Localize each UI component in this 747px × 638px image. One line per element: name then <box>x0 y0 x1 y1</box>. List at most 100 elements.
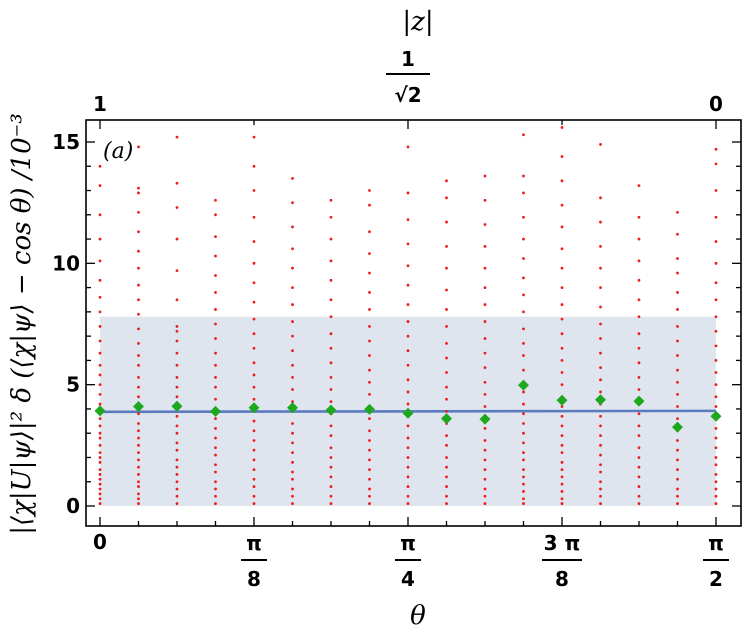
sample-point <box>560 317 564 321</box>
sample-point <box>445 475 448 479</box>
sample-point <box>599 220 602 224</box>
panel-label: (a) <box>103 139 133 164</box>
sample-point <box>522 497 525 501</box>
x-tick-label: π <box>400 531 416 555</box>
sample-point <box>98 497 102 501</box>
sample-point <box>291 266 294 270</box>
sample-point <box>445 485 448 488</box>
sample-point <box>599 494 602 498</box>
sample-point <box>637 259 641 263</box>
sample-point <box>714 436 718 440</box>
sample-point <box>368 203 371 207</box>
sample-point <box>676 257 679 260</box>
mean-point <box>556 394 568 406</box>
sample-point <box>560 482 564 486</box>
sample-point <box>329 494 333 498</box>
sample-point <box>368 417 371 421</box>
sample-point <box>406 363 410 367</box>
sample-point <box>329 502 333 505</box>
sample-point <box>214 337 217 340</box>
sample-point <box>637 332 641 336</box>
sample-point <box>98 431 102 435</box>
sample-point <box>522 293 525 297</box>
sample-point <box>406 446 410 450</box>
sample-point <box>137 451 140 455</box>
sample-point <box>137 502 140 505</box>
sample-point <box>676 494 679 498</box>
sample-point <box>445 266 448 270</box>
sample-point <box>714 329 718 333</box>
sample-point <box>137 312 140 316</box>
sample-point <box>483 477 487 481</box>
x-tick-denominator: 2 <box>709 567 723 591</box>
sample-point <box>252 281 256 285</box>
sample-point <box>676 405 679 408</box>
sample-point <box>329 485 333 488</box>
sample-point <box>252 429 256 433</box>
sample-point <box>676 448 679 452</box>
sample-point <box>560 414 564 418</box>
sample-point <box>483 426 487 430</box>
sample-point <box>175 206 179 209</box>
sample-point <box>599 480 602 484</box>
sample-point <box>175 395 179 399</box>
sample-point <box>368 354 371 357</box>
sample-point <box>137 485 140 488</box>
mean-point <box>633 395 645 407</box>
sample-point <box>329 298 333 302</box>
sample-point <box>291 303 294 306</box>
sample-point <box>522 422 525 425</box>
sample-point <box>137 497 140 501</box>
sample-point <box>483 198 487 202</box>
sample-point <box>98 237 102 241</box>
sample-point <box>483 405 487 408</box>
sample-point <box>214 213 217 217</box>
sample-point <box>406 402 410 406</box>
sample-point <box>329 315 333 319</box>
sample-point <box>406 242 410 246</box>
sample-point <box>137 429 140 433</box>
sample-point <box>560 332 564 336</box>
sample-point <box>560 371 564 374</box>
sample-point <box>599 305 602 309</box>
sample-point <box>560 286 564 289</box>
sample-point <box>599 424 602 428</box>
sample-point <box>137 266 140 270</box>
sample-point <box>522 133 525 137</box>
sample-point <box>560 126 564 129</box>
sample-point <box>98 456 102 459</box>
sample-point <box>445 179 448 183</box>
top-tick-label: 1 <box>401 47 415 71</box>
sample-point <box>175 465 179 469</box>
top-tick-label: 1 <box>93 92 107 116</box>
sample-point <box>175 458 179 462</box>
sample-point <box>175 480 179 484</box>
sample-point <box>445 397 448 401</box>
sample-point <box>445 494 448 498</box>
sample-point <box>98 436 102 440</box>
sample-point <box>637 375 641 379</box>
sample-point <box>98 502 102 505</box>
sample-point <box>98 310 102 314</box>
x-tick-denominator: 8 <box>247 567 261 591</box>
sample-point <box>329 388 333 391</box>
sample-point <box>599 266 602 270</box>
sample-point <box>214 502 217 505</box>
sample-point <box>175 502 179 505</box>
sample-point <box>599 143 602 146</box>
sample-point <box>291 225 294 229</box>
sample-point <box>214 397 217 401</box>
sample-point <box>137 249 140 253</box>
sample-point <box>445 456 448 459</box>
sample-point <box>291 441 294 445</box>
sample-point <box>98 477 102 481</box>
sample-point <box>98 184 102 188</box>
sample-point <box>329 434 333 438</box>
sample-point <box>175 237 179 241</box>
sample-point <box>329 198 333 202</box>
sample-point <box>98 339 102 343</box>
sample-point <box>599 322 602 326</box>
sample-point <box>329 424 333 428</box>
sample-point <box>522 468 525 471</box>
sample-point <box>175 441 179 445</box>
